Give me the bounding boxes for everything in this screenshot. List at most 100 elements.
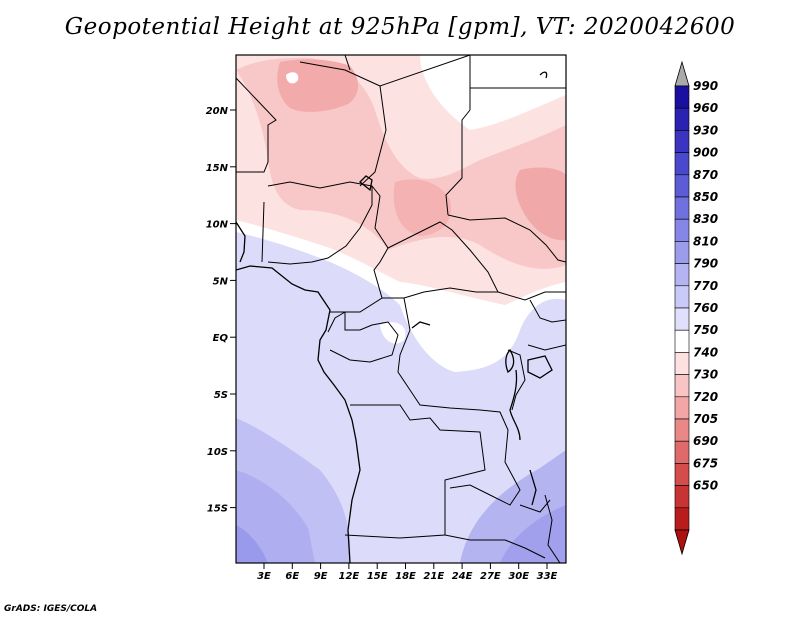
boundary-chad-west — [299, 61, 387, 187]
country-boundaries — [236, 55, 566, 563]
colorbar-label: 810 — [693, 234, 718, 248]
lat-tick-label: 15N — [206, 163, 229, 174]
field-spot — [286, 72, 299, 84]
field-se-830 — [500, 505, 566, 563]
boundary-eq-guinea — [327, 311, 346, 333]
lat-tick-label: EQ — [213, 333, 229, 344]
colorbar-segment — [674, 485, 690, 509]
colorbar-label: 760 — [693, 301, 718, 315]
lon-tick-label: 9E — [314, 571, 328, 582]
boundary-mozambique — [544, 494, 561, 563]
field-spot-2 — [380, 322, 406, 344]
boundary-libya-chad — [379, 55, 471, 87]
field-pink-730-center — [393, 179, 451, 236]
colorbar: 990 960 930 900 870 850 830 810 790 770 760 750 740 7… — [674, 60, 718, 556]
colorbar-label: 705 — [693, 412, 718, 426]
colorbar-label: 730 — [693, 368, 718, 382]
grads-credit: GrADS: IGES/COLA — [4, 604, 98, 614]
lake-malawi — [529, 469, 537, 506]
lon-tick-label: 21E — [423, 571, 444, 582]
colorbar-segment — [674, 285, 690, 309]
colorbar-label: 770 — [693, 279, 718, 293]
boundary-chad-sudan — [445, 109, 471, 216]
river-congo — [411, 321, 431, 329]
colorbar-segment — [674, 107, 690, 131]
lon-tick-label: 3E — [257, 571, 271, 582]
geopotential-field — [236, 55, 566, 563]
coastline-gulf — [236, 221, 246, 263]
colorbar-segment — [674, 374, 690, 398]
colorbar-label: 690 — [693, 434, 718, 448]
lon-tick-label: 18E — [395, 571, 416, 582]
map-title: Geopotential Height at 925hPa [gpm], VT:… — [64, 14, 736, 40]
boundary-malawi — [519, 499, 551, 513]
boundary-ethiopia — [529, 299, 566, 323]
colorbar-bottom-arrow — [674, 529, 690, 556]
colorbar-label: 930 — [693, 123, 718, 137]
boundary-zambia-south — [444, 534, 546, 559]
colorbar-segment — [674, 307, 690, 331]
coastline-west — [236, 265, 361, 563]
lake-tanganyika — [509, 369, 521, 441]
colorbar-segment — [674, 507, 690, 531]
colorbar-segment — [674, 196, 690, 220]
lon-tick-label: 6E — [285, 571, 299, 582]
coast-red-sea — [539, 71, 548, 79]
lon-tick-label: 30E — [508, 571, 529, 582]
boundary-drc — [397, 297, 521, 506]
colorbar-label: 740 — [693, 345, 718, 359]
boundary-benin — [261, 201, 265, 263]
boundary-libya-sudan — [469, 55, 566, 110]
colorbar-label: 990 — [693, 79, 718, 93]
lat-tick-label: 15S — [207, 504, 228, 515]
colorbar-segment — [674, 352, 690, 375]
field-spot-3 — [448, 327, 470, 345]
boundary-ss-uganda — [497, 291, 566, 301]
colorbar-label: 790 — [693, 257, 718, 271]
lake-victoria — [527, 355, 553, 379]
lon-tick-label: 33E — [537, 571, 558, 582]
colorbar-segment — [674, 463, 690, 486]
boundary-libya-niger — [344, 55, 351, 71]
lon-tick-label: 15E — [367, 571, 388, 582]
colorbar-label: 960 — [693, 101, 718, 115]
colorbar-segment — [674, 85, 690, 109]
field-sw-810 — [236, 470, 315, 563]
boundary-kenya — [527, 344, 566, 351]
colorbar-label: 720 — [693, 390, 718, 404]
lake-albert — [505, 348, 515, 373]
lat-tick-label: 10S — [207, 447, 228, 458]
lat-tick-label: 5S — [214, 390, 228, 401]
axis-ticks: 20N 15N 10N 5N EQ 5S 10S 15S 3E 6E 9E 12E 15E 18E 21E 2… — [206, 106, 558, 582]
colorbar-segment — [674, 329, 690, 353]
lake-chad — [359, 175, 373, 192]
colorbar-segment — [674, 396, 690, 420]
boundary-nigeria — [267, 181, 373, 265]
lon-tick-label: 27E — [480, 571, 501, 582]
colorbar-top-arrow — [674, 60, 690, 87]
colorbar-label: 830 — [693, 212, 718, 226]
colorbar-segment — [674, 263, 690, 287]
colorbar-label: 870 — [693, 168, 718, 182]
coastlines-lakes — [236, 71, 553, 563]
colorbar-segment — [674, 241, 690, 264]
lat-tick-label: 10N — [206, 220, 229, 231]
lat-tick-label: 5N — [213, 276, 229, 287]
colorbar-segment — [674, 218, 690, 242]
colorbar-segment — [674, 418, 690, 442]
lon-tick-label: 12E — [339, 571, 360, 582]
boundary-drc-east — [507, 349, 526, 411]
boundary-car — [382, 221, 499, 299]
field-sw-830 — [236, 525, 268, 563]
colorbar-segment — [674, 152, 690, 176]
boundary-sudan-south — [447, 214, 566, 263]
lat-tick-label: 20N — [206, 106, 229, 117]
colorbar-label: 850 — [693, 190, 718, 204]
colorbar-label: 650 — [693, 479, 718, 493]
colorbar-segment — [674, 130, 690, 153]
colorbar-segment — [674, 174, 690, 198]
boundary-west-sahel — [236, 77, 277, 173]
colorbar-label: 675 — [693, 456, 718, 470]
boundary-cameroon — [330, 185, 389, 313]
